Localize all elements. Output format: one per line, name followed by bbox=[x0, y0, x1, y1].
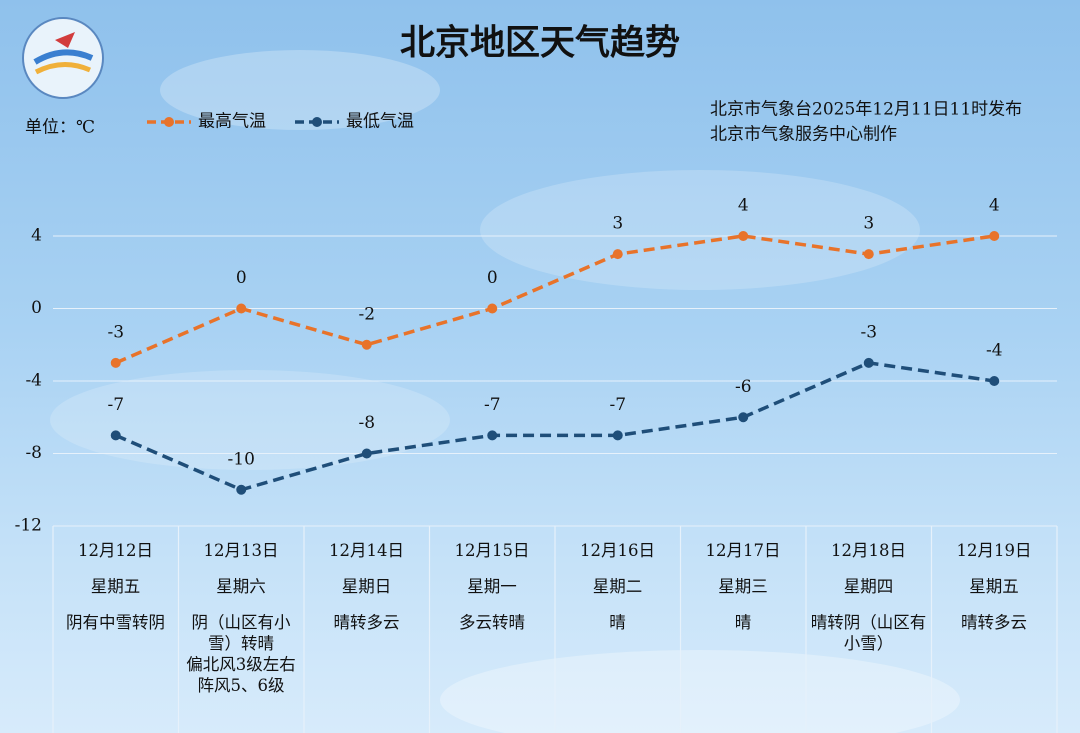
date-cell: 12月16日 bbox=[580, 541, 655, 560]
data-label: -8 bbox=[358, 413, 375, 433]
cloud bbox=[440, 650, 960, 733]
point bbox=[487, 303, 498, 314]
data-label: -7 bbox=[107, 395, 124, 415]
point bbox=[863, 357, 874, 368]
data-label: -6 bbox=[735, 377, 752, 397]
note: 北京市气象服务中心制作 bbox=[710, 125, 897, 145]
data-label: -4 bbox=[986, 341, 1003, 361]
note: 北京市气象台2025年12月11日11时发布 bbox=[710, 100, 1022, 120]
weather-cell: 晴转多云 bbox=[961, 613, 1027, 632]
point bbox=[236, 484, 247, 495]
point bbox=[236, 303, 247, 314]
data-label: 0 bbox=[236, 268, 247, 288]
date-cell: 12月18日 bbox=[831, 541, 906, 560]
date-cell: 12月14日 bbox=[329, 541, 404, 560]
point bbox=[487, 430, 498, 441]
weather-cell: 晴转多云 bbox=[333, 613, 400, 632]
cloud bbox=[50, 370, 450, 470]
cloud bbox=[160, 50, 440, 130]
weather-cell: 阴有中雪转阴 bbox=[66, 613, 165, 632]
legend-marker bbox=[312, 117, 322, 127]
weekday-cell: 星期四 bbox=[843, 577, 894, 596]
weekday-cell: 星期五 bbox=[969, 577, 1019, 596]
point bbox=[361, 339, 372, 350]
legend-label: 最高气温 bbox=[198, 112, 266, 132]
weather-cell: 多云转晴 bbox=[459, 613, 525, 632]
legend-label: 最低气温 bbox=[346, 112, 414, 132]
point bbox=[738, 231, 749, 241]
weekday-cell: 星期一 bbox=[467, 577, 517, 596]
y-tick-label: -8 bbox=[25, 443, 42, 463]
data-label: -3 bbox=[860, 322, 877, 342]
date-cell: 12月15日 bbox=[454, 541, 530, 560]
cloud bbox=[480, 170, 920, 290]
logo bbox=[22, 17, 104, 99]
point bbox=[989, 376, 1000, 386]
y-tick-label: -4 bbox=[25, 371, 42, 391]
point bbox=[863, 249, 874, 260]
point bbox=[110, 357, 121, 368]
date-cell: 12月19日 bbox=[956, 541, 1032, 560]
weekday-cell: 星期日 bbox=[341, 577, 392, 596]
y-tick-label: 0 bbox=[31, 298, 42, 318]
y-tick-label: 4 bbox=[31, 226, 42, 246]
point bbox=[110, 430, 121, 441]
data-label: -10 bbox=[228, 449, 255, 469]
weather-cell: 晴转阴（山区有小雪） bbox=[810, 613, 927, 653]
series-line bbox=[115, 234, 995, 365]
data-label: 4 bbox=[989, 196, 1000, 216]
date-cell: 12月17日 bbox=[705, 541, 781, 560]
data-label: 4 bbox=[738, 196, 749, 216]
weather-cell: 晴 bbox=[734, 613, 752, 632]
legend-marker bbox=[164, 117, 174, 127]
chart-title: 北京地区天气趋势 bbox=[400, 23, 680, 64]
weekday-cell: 星期五 bbox=[90, 577, 141, 596]
data-label: -2 bbox=[358, 304, 375, 324]
data-label: 3 bbox=[863, 214, 874, 234]
y-tick-label: -12 bbox=[15, 516, 42, 536]
point bbox=[612, 430, 623, 441]
data-label: -3 bbox=[107, 322, 124, 342]
point bbox=[989, 231, 1000, 241]
date-cell: 12月12日 bbox=[78, 541, 153, 560]
point bbox=[361, 448, 372, 459]
weather-cell: 阴（山区有小雪）转晴 偏北风3级左右 阵风5、6级 bbox=[186, 613, 296, 695]
series-line bbox=[115, 361, 995, 492]
date-cell: 12月13日 bbox=[203, 541, 279, 560]
weekday-cell: 星期三 bbox=[718, 577, 768, 596]
unit-label: 单位：℃ bbox=[25, 118, 95, 138]
data-label: -7 bbox=[609, 395, 626, 415]
data-label: 3 bbox=[612, 214, 623, 234]
point bbox=[612, 249, 623, 260]
data-label: -7 bbox=[484, 395, 501, 415]
weather-cell: 晴 bbox=[609, 613, 626, 632]
data-label: 0 bbox=[487, 268, 498, 288]
weekday-cell: 星期六 bbox=[216, 577, 266, 596]
point bbox=[738, 412, 749, 423]
weekday-cell: 星期二 bbox=[592, 577, 643, 596]
